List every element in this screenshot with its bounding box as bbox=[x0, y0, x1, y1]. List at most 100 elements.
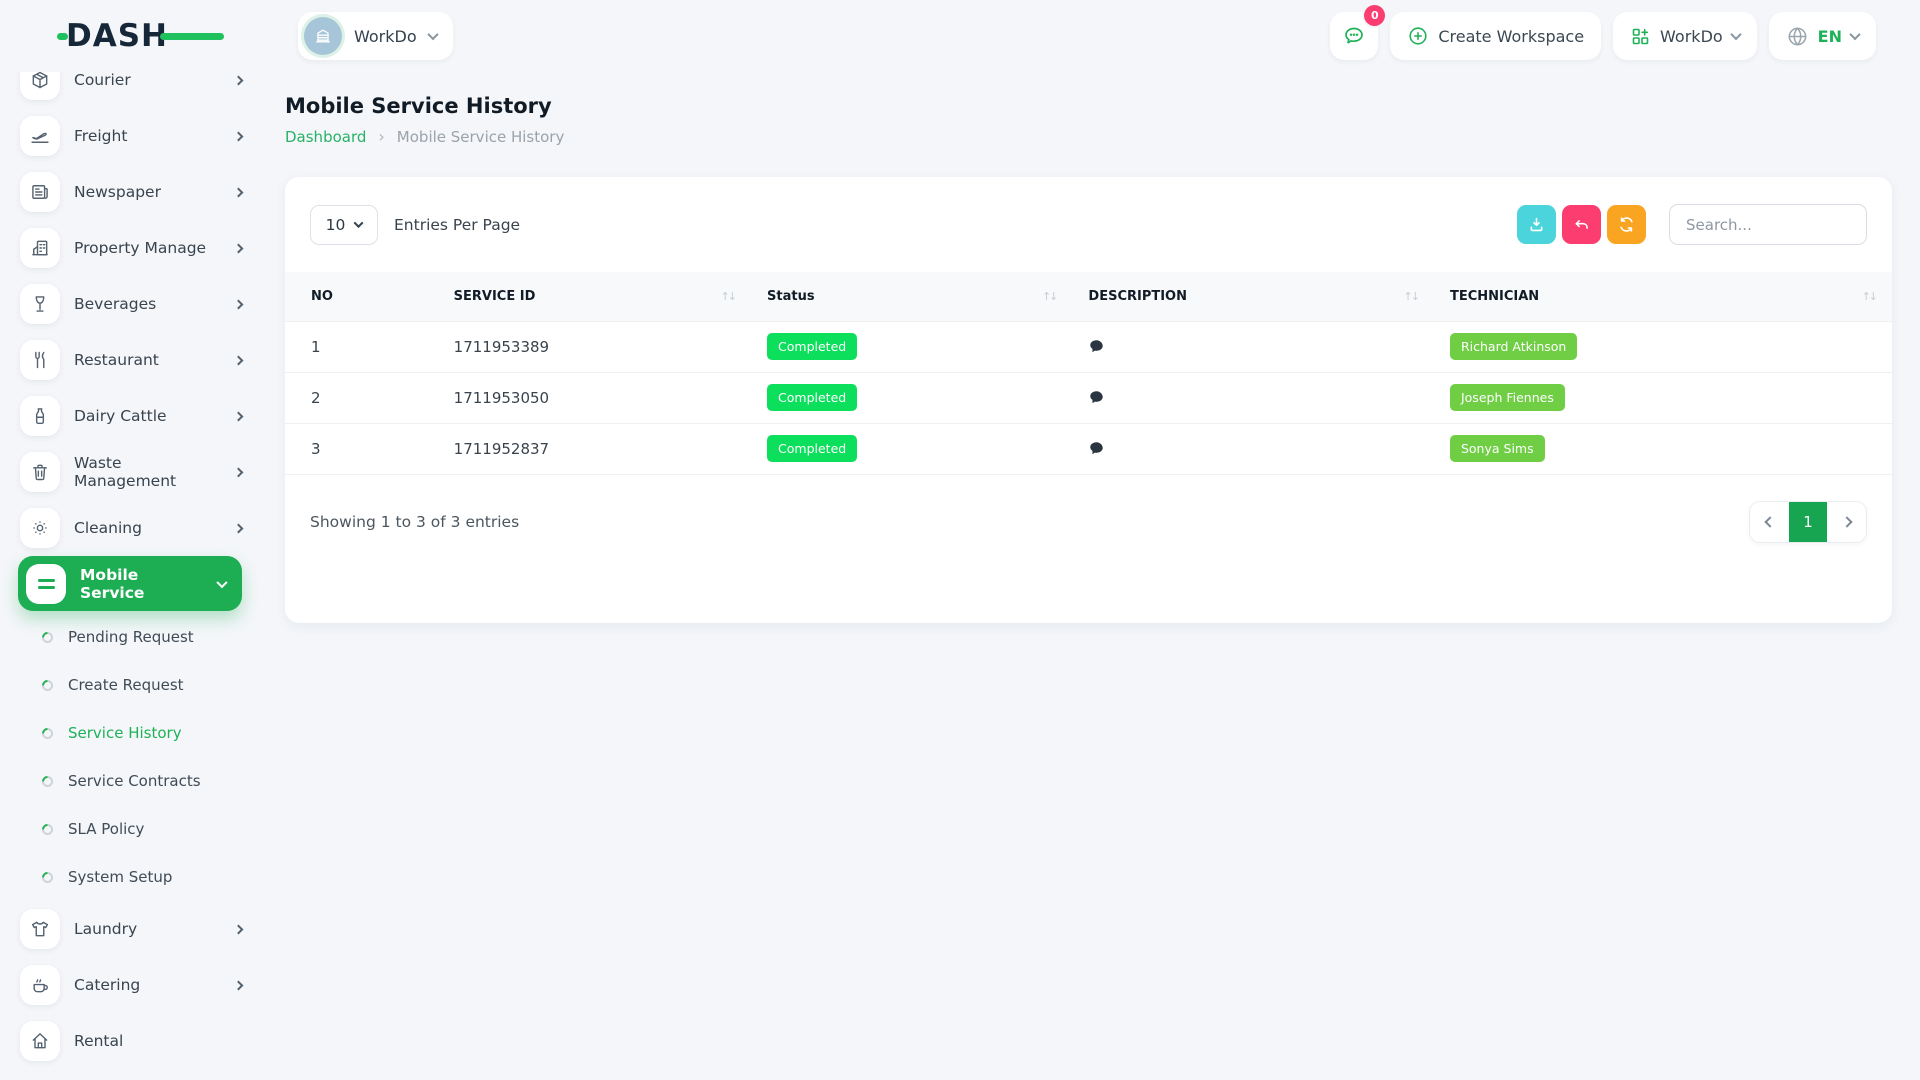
sidebar-subitem-label: SLA Policy bbox=[68, 820, 145, 838]
cell-technician: Richard Atkinson bbox=[1433, 320, 1892, 373]
cell-technician: Sonya Sims bbox=[1433, 423, 1892, 475]
chevron-right-icon bbox=[233, 355, 244, 365]
sidebar-subitem-system-setup[interactable]: System Setup bbox=[20, 853, 242, 901]
column-header-no: NO bbox=[285, 272, 438, 321]
chevron-right-icon bbox=[233, 467, 244, 477]
sidebar-item-property-manage[interactable]: Property Manage bbox=[20, 220, 244, 276]
sidebar-item-rental[interactable]: Rental bbox=[20, 1013, 242, 1069]
sort-icon: ↑↓ bbox=[1403, 289, 1421, 303]
cell-description bbox=[1072, 423, 1434, 475]
back-undo-button[interactable] bbox=[1562, 205, 1601, 244]
breadcrumb-separator: › bbox=[378, 127, 385, 146]
chevron-right-icon bbox=[233, 299, 244, 309]
freight-plane-icon bbox=[20, 116, 60, 156]
chevron-right-icon bbox=[233, 187, 244, 197]
table-toolbar: 10 Entries Per Page bbox=[285, 204, 1892, 245]
chevron-right-icon bbox=[233, 411, 244, 421]
cell-technician: Joseph Fiennes bbox=[1433, 372, 1892, 424]
chevron-down-icon bbox=[1730, 28, 1742, 41]
showing-entries-text: Showing 1 to 3 of 3 entries bbox=[310, 512, 520, 531]
coffee-cup-icon bbox=[20, 965, 60, 1005]
table-footer: Showing 1 to 3 of 3 entries 1 bbox=[285, 500, 1892, 543]
brand-name: DASH bbox=[66, 18, 168, 54]
sidebar-item-newspaper[interactable]: Newspaper bbox=[20, 164, 244, 220]
chevron-right-icon bbox=[233, 924, 244, 934]
sidebar-subitem-service-history[interactable]: Service History bbox=[20, 709, 242, 757]
page-title: Mobile Service History bbox=[285, 94, 552, 118]
cell-no: 1 bbox=[285, 320, 438, 373]
cell-no: 3 bbox=[285, 423, 438, 475]
comment-bubble-icon bbox=[1090, 340, 1104, 353]
sidebar-item-catering[interactable]: Catering bbox=[20, 957, 244, 1013]
technician-badge: Joseph Fiennes bbox=[1449, 384, 1565, 411]
chevron-down-icon bbox=[426, 28, 439, 41]
language-selector[interactable]: EN bbox=[1768, 12, 1876, 60]
technician-badge: Sonya Sims bbox=[1449, 435, 1545, 462]
app-menu-button[interactable]: WorkDo bbox=[1613, 12, 1757, 60]
sidebar-item-laundry[interactable]: Laundry bbox=[20, 901, 244, 957]
refresh-button[interactable] bbox=[1607, 205, 1646, 244]
brand-logo[interactable]: DASH bbox=[57, 16, 224, 56]
column-header-service-id[interactable]: SERVICE ID ↑↓ bbox=[437, 272, 752, 321]
breadcrumb-dashboard-link[interactable]: Dashboard bbox=[285, 127, 367, 146]
main-content: Mobile Service History Dashboard › Mobil… bbox=[268, 72, 1920, 623]
pagination-page-1[interactable]: 1 bbox=[1789, 501, 1827, 542]
pagination-prev-button[interactable] bbox=[1750, 501, 1789, 542]
sidebar-subitem-pending-request[interactable]: Pending Request bbox=[20, 613, 242, 661]
messages-button[interactable]: 0 bbox=[1330, 5, 1386, 60]
sidebar-item-dairy-cattle[interactable]: Dairy Cattle bbox=[20, 388, 244, 444]
sidebar-subitem-service-contracts[interactable]: Service Contracts bbox=[20, 757, 242, 805]
sidebar-item-label: Courier bbox=[74, 71, 131, 89]
sidebar-item-label: Freight bbox=[74, 127, 128, 145]
description-comment-button[interactable] bbox=[1088, 440, 1105, 457]
description-comment-button[interactable] bbox=[1088, 338, 1105, 355]
logo-dash-dot bbox=[57, 33, 68, 40]
status-badge: Completed bbox=[767, 384, 858, 411]
cell-status: Completed bbox=[751, 372, 1073, 424]
pagination-next-button[interactable] bbox=[1827, 501, 1866, 542]
sidebar-subitem-sla-policy[interactable]: SLA Policy bbox=[20, 805, 242, 853]
sidebar-item-mobile-service[interactable]: Mobile Service bbox=[18, 556, 242, 611]
table-row: 2 1711953050 Completed Joseph Fiennes bbox=[285, 372, 1892, 424]
newspaper-icon bbox=[20, 172, 60, 212]
sidebar-item-label: Rental bbox=[74, 1032, 124, 1050]
workspace-selector[interactable]: WorkDo bbox=[298, 12, 453, 60]
menu-lines-icon bbox=[26, 563, 66, 604]
building-icon bbox=[20, 228, 60, 268]
entries-per-page-select[interactable]: 10 bbox=[310, 204, 378, 245]
bullet-icon bbox=[39, 773, 56, 789]
cell-description bbox=[1072, 320, 1434, 373]
app-menu-label: WorkDo bbox=[1660, 26, 1723, 46]
download-icon bbox=[1530, 217, 1543, 232]
cell-description bbox=[1072, 372, 1434, 424]
sidebar-item-restaurant[interactable]: Restaurant bbox=[20, 332, 244, 388]
search-input[interactable] bbox=[1669, 204, 1867, 245]
column-header-status[interactable]: Status ↑↓ bbox=[751, 272, 1073, 321]
wine-glass-icon bbox=[20, 284, 60, 324]
export-download-button[interactable] bbox=[1517, 205, 1556, 244]
sidebar-subitem-label: Create Request bbox=[68, 676, 184, 694]
refresh-icon bbox=[1620, 217, 1633, 232]
chevron-right-icon bbox=[233, 980, 244, 990]
chevron-right-icon bbox=[1840, 515, 1853, 528]
chevron-down-icon bbox=[1849, 28, 1861, 41]
sidebar-subitem-label: Pending Request bbox=[68, 628, 194, 646]
technician-badge: Richard Atkinson bbox=[1449, 333, 1578, 360]
sidebar-subitem-create-request[interactable]: Create Request bbox=[20, 661, 242, 709]
bullet-icon bbox=[39, 677, 56, 693]
comment-bubble-icon bbox=[1090, 442, 1104, 455]
toolbar-actions bbox=[1517, 205, 1646, 244]
sidebar-item-cleaning[interactable]: Cleaning bbox=[20, 500, 244, 556]
column-header-technician[interactable]: TECHNICIAN ↑↓ bbox=[1433, 272, 1892, 321]
create-workspace-button[interactable]: Create Workspace bbox=[1390, 12, 1602, 60]
sidebar-item-freight[interactable]: Freight bbox=[20, 108, 244, 164]
description-comment-button[interactable] bbox=[1088, 389, 1105, 406]
messages-count-badge: 0 bbox=[1364, 5, 1386, 26]
chevron-right-icon bbox=[233, 243, 244, 253]
sidebar-subitem-label: Service Contracts bbox=[68, 772, 201, 790]
sidebar-item-beverages[interactable]: Beverages bbox=[20, 276, 244, 332]
undo-arrow-icon bbox=[1575, 220, 1588, 229]
create-workspace-label: Create Workspace bbox=[1438, 26, 1585, 46]
sidebar-item-waste-management[interactable]: Waste Management bbox=[20, 444, 244, 500]
column-header-description[interactable]: DESCRIPTION ↑↓ bbox=[1072, 272, 1434, 321]
